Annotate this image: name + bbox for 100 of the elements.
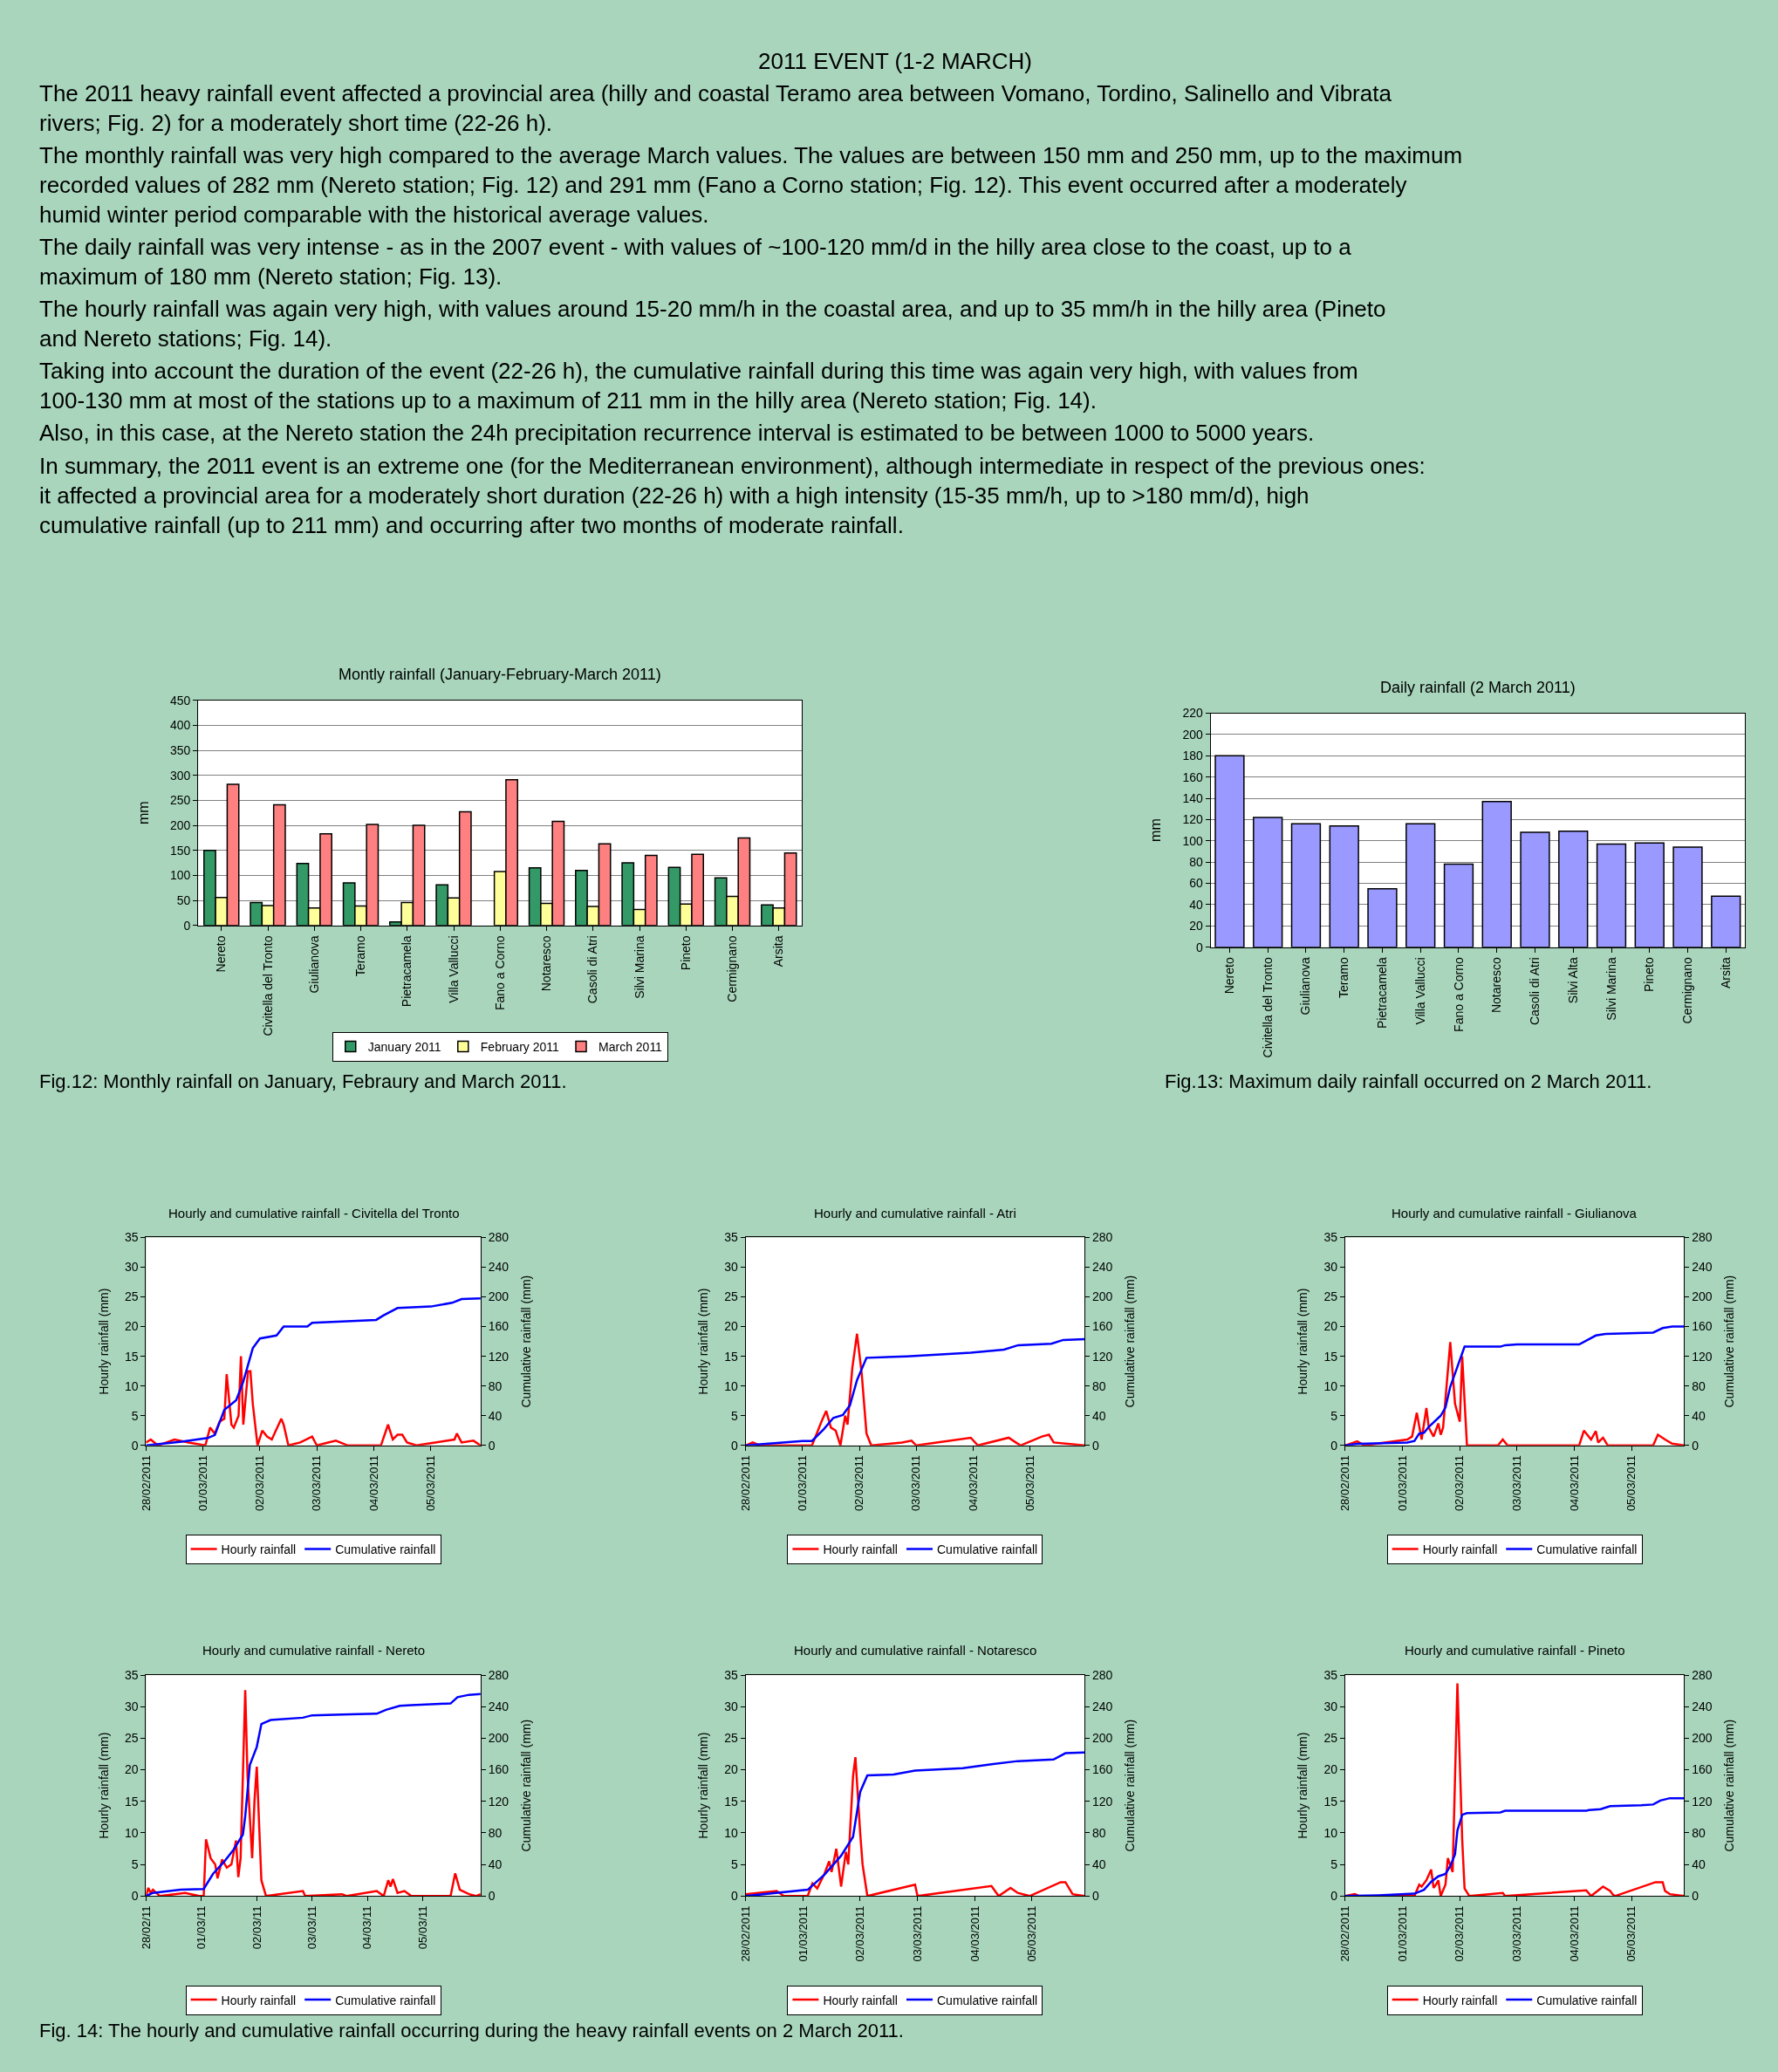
y-tick-label: 350: [169, 742, 191, 757]
y2-axis-title: Cumulative rainfall (mm): [1122, 1719, 1137, 1852]
text: The hourly rainfall was again very high, with values around 15-20 mm/h in the coastal area, and up to 35 mm/h in the hilly area (Pineto and Nereto stations; Fig. 14).: [39, 296, 1386, 352]
y2-tick-label: 80: [1091, 1825, 1106, 1840]
x-tick-label: 03/03/2011: [1510, 1905, 1524, 1962]
y2-tick-label: 40: [488, 1857, 503, 1872]
y-tick-label: 15: [1323, 1349, 1338, 1364]
text: The daily rainfall was very intense - as in the 2007 event - with values of ~100-120 mm/d in the hilly area close to the coast, up to a maximum of 180 mm (Nereto station; Fig. 13).: [39, 234, 1352, 290]
legend-label: Cumulative rainfall: [936, 1542, 1038, 1557]
y-tick-label: 25: [124, 1731, 139, 1746]
x-tick-label: 04/03/11: [360, 1905, 374, 1950]
y-tick-label: 20: [1323, 1762, 1338, 1777]
y-tick-label: 0: [1195, 940, 1203, 954]
y-tick-label: 10: [124, 1825, 139, 1840]
x-tick-label: 28/02/2011: [139, 1455, 153, 1512]
text: The 2011 heavy rainfall event affected a provincial area (hilly and coastal Teramo area between Vomano, Tordino, Salinello and Vibrata rivers; Fig. 2) for a moderately short time (22-26 h).: [39, 80, 1392, 136]
y-axis-title: Hourly rainfall (mm): [695, 1732, 710, 1839]
y2-tick-label: 280: [1091, 1667, 1113, 1682]
chart-title: Hourly and cumulative rainfall - Notaresco: [794, 1643, 1037, 1658]
legend-label: Cumulative rainfall: [1536, 1993, 1638, 2007]
y-axis-title: mm: [1148, 818, 1164, 842]
y2-tick-label: 200: [1692, 1289, 1713, 1304]
y2-tick-label: 240: [488, 1260, 509, 1275]
y-tick-label: 0: [731, 1438, 739, 1453]
y2-tick-label: 280: [1692, 1667, 1713, 1682]
y2-tick-label: 120: [1692, 1349, 1713, 1364]
y2-axis-title: Cumulative rainfall (mm): [1722, 1275, 1737, 1408]
x-tick-label: 01/03/2011: [796, 1905, 810, 1962]
x-tick-label: Arsita: [1718, 957, 1733, 989]
x-tick-label: 03/03/2011: [910, 1905, 924, 1962]
x-tick-label: Civitella del Tronto: [260, 935, 275, 1036]
y2-axis-title: Cumulative rainfall (mm): [518, 1275, 533, 1408]
chart-title: Montly rainfall (January-February-March 2011): [339, 666, 661, 683]
y-tick-label: 15: [1323, 1794, 1338, 1809]
text: The monthly rainfall was very high compared to the average March values. The values are between 150 mm and 250 mm, up to the maximum recorded values of 282 mm (Nereto station; Fig. 12) and 291 mm (Fano a Corno station; Fig. 12). This event occurred after a moderately humid winter period comparable with the historical average values.: [39, 142, 1463, 228]
x-tick-label: Silvi Alta: [1565, 957, 1580, 1004]
y2-tick-label: 80: [1091, 1378, 1106, 1393]
y-tick-label: 0: [1330, 1889, 1338, 1904]
y-tick-label: 0: [183, 918, 191, 933]
y2-tick-label: 160: [488, 1762, 509, 1777]
legend-label: February 2011: [480, 1039, 560, 1054]
y2-tick-label: 160: [1091, 1319, 1113, 1334]
x-tick-label: 03/03/2011: [1510, 1455, 1524, 1512]
y-tick-label: 30: [124, 1260, 139, 1275]
y2-tick-label: 0: [488, 1889, 496, 1904]
x-tick-label: Nereto: [214, 935, 229, 973]
y-tick-label: 50: [176, 893, 191, 908]
y-tick-label: 5: [731, 1408, 739, 1423]
y-tick-label: 5: [1330, 1857, 1338, 1872]
y-tick-label: 10: [724, 1825, 739, 1840]
line-series: [146, 1355, 481, 1446]
y2-tick-label: 280: [488, 1230, 509, 1245]
text: Also, in this case, at the Nereto station the 24h precipitation recurrence interval is estimated to be between 1000 to 5000 years.: [39, 420, 1315, 446]
x-tick-label: 01/03/2011: [1395, 1455, 1409, 1512]
y-tick-label: 30: [1323, 1699, 1338, 1714]
y-tick-label: 20: [124, 1319, 139, 1334]
x-tick-label: Pietracamela: [400, 935, 414, 1008]
y-axis-title: Hourly rainfall (mm): [695, 1288, 710, 1395]
legend-label: Hourly rainfall: [221, 1993, 297, 2007]
x-tick-label: 01/03/2011: [1395, 1905, 1409, 1962]
y2-tick-label: 120: [1091, 1349, 1113, 1364]
y-tick-label: 60: [1189, 876, 1203, 891]
text: 2011 EVENT (1-2 MARCH): [758, 48, 1033, 74]
y-tick-label: 250: [169, 793, 191, 808]
x-tick-label: Villa Vallucci: [446, 935, 461, 1003]
x-tick-label: 05/03/2011: [423, 1455, 437, 1512]
y2-axis-title: Cumulative rainfall (mm): [1122, 1275, 1137, 1408]
x-tick-label: 04/03/2011: [366, 1455, 380, 1512]
y-tick-label: 30: [724, 1260, 739, 1275]
y-tick-label: 200: [1182, 727, 1203, 742]
y2-tick-label: 200: [488, 1731, 509, 1746]
y-tick-label: 5: [131, 1408, 139, 1423]
y2-tick-label: 120: [488, 1349, 509, 1364]
x-tick-label: 03/03/2011: [310, 1455, 324, 1512]
x-tick-label: 04/03/2011: [1567, 1905, 1581, 1962]
y-tick-label: 40: [1189, 897, 1203, 912]
y-tick-label: 35: [724, 1667, 739, 1682]
y-axis-title: mm: [135, 801, 151, 825]
y-tick-label: 20: [124, 1762, 139, 1777]
x-tick-label: Civitella del Tronto: [1260, 957, 1275, 1058]
y2-tick-label: 80: [1692, 1378, 1706, 1393]
y-axis-title: Hourly rainfall (mm): [96, 1732, 111, 1839]
x-tick-label: Pietracamela: [1375, 957, 1390, 1029]
x-tick-label: Fano a Corno: [1451, 957, 1466, 1032]
line-series: [146, 1296, 481, 1446]
y-tick-label: 30: [124, 1699, 139, 1714]
y2-tick-label: 120: [488, 1794, 509, 1809]
y-tick-label: 25: [1323, 1289, 1338, 1304]
y2-tick-label: 200: [1692, 1731, 1713, 1746]
chart-title: Hourly and cumulative rainfall - Giulianova: [1392, 1206, 1638, 1221]
y2-tick-label: 40: [1692, 1857, 1706, 1872]
y2-tick-label: 200: [1091, 1289, 1113, 1304]
x-tick-label: 03/03/11: [305, 1905, 319, 1950]
y-tick-label: 35: [724, 1230, 739, 1245]
chart-title: Daily rainfall (2 March 2011): [1380, 679, 1576, 696]
x-tick-label: Silvi Marina: [1604, 957, 1618, 1021]
y-tick-label: 15: [124, 1349, 139, 1364]
x-tick-label: 02/03/2011: [853, 1905, 867, 1962]
y-tick-label: 0: [1330, 1438, 1338, 1453]
y2-tick-label: 0: [1091, 1438, 1099, 1453]
